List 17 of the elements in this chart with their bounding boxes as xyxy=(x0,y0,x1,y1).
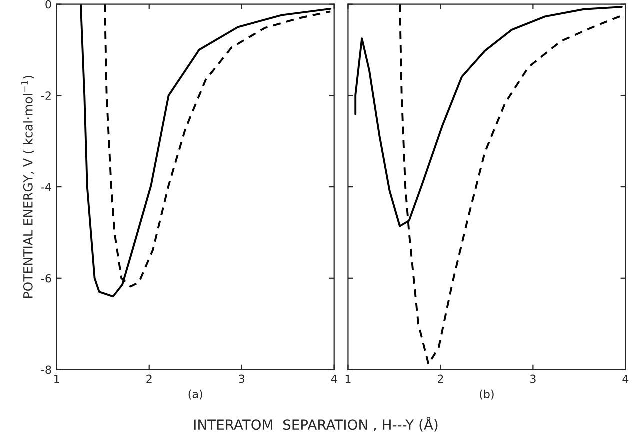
x-tick-label: 3 xyxy=(530,374,536,384)
x-tick-label: 4 xyxy=(622,374,629,384)
x-tick-label: 1 xyxy=(54,374,60,384)
x-axis-title: INTERATOM SEPARATION , H---Y (Å) xyxy=(194,417,438,432)
text: (b) xyxy=(480,390,494,400)
y-tick-label: -8 xyxy=(41,366,52,374)
y-tick-label: -4 xyxy=(41,183,52,192)
y-tick-label: 0 xyxy=(46,0,52,9)
x-tick-label: 4 xyxy=(331,374,338,384)
text: (a) xyxy=(188,390,202,400)
x-tick-label: 3 xyxy=(239,374,244,384)
x-tick-label: 2 xyxy=(146,374,152,384)
x-tick-label: 1 xyxy=(346,374,351,384)
y-tick-label: -2 xyxy=(41,92,51,100)
y-tick-label: -6 xyxy=(41,274,52,283)
x-tick-label: 2 xyxy=(438,374,444,384)
y-axis-title: POTENTIAL ENERGY, V ( kcal·mol$^{−1}$) xyxy=(22,76,34,298)
